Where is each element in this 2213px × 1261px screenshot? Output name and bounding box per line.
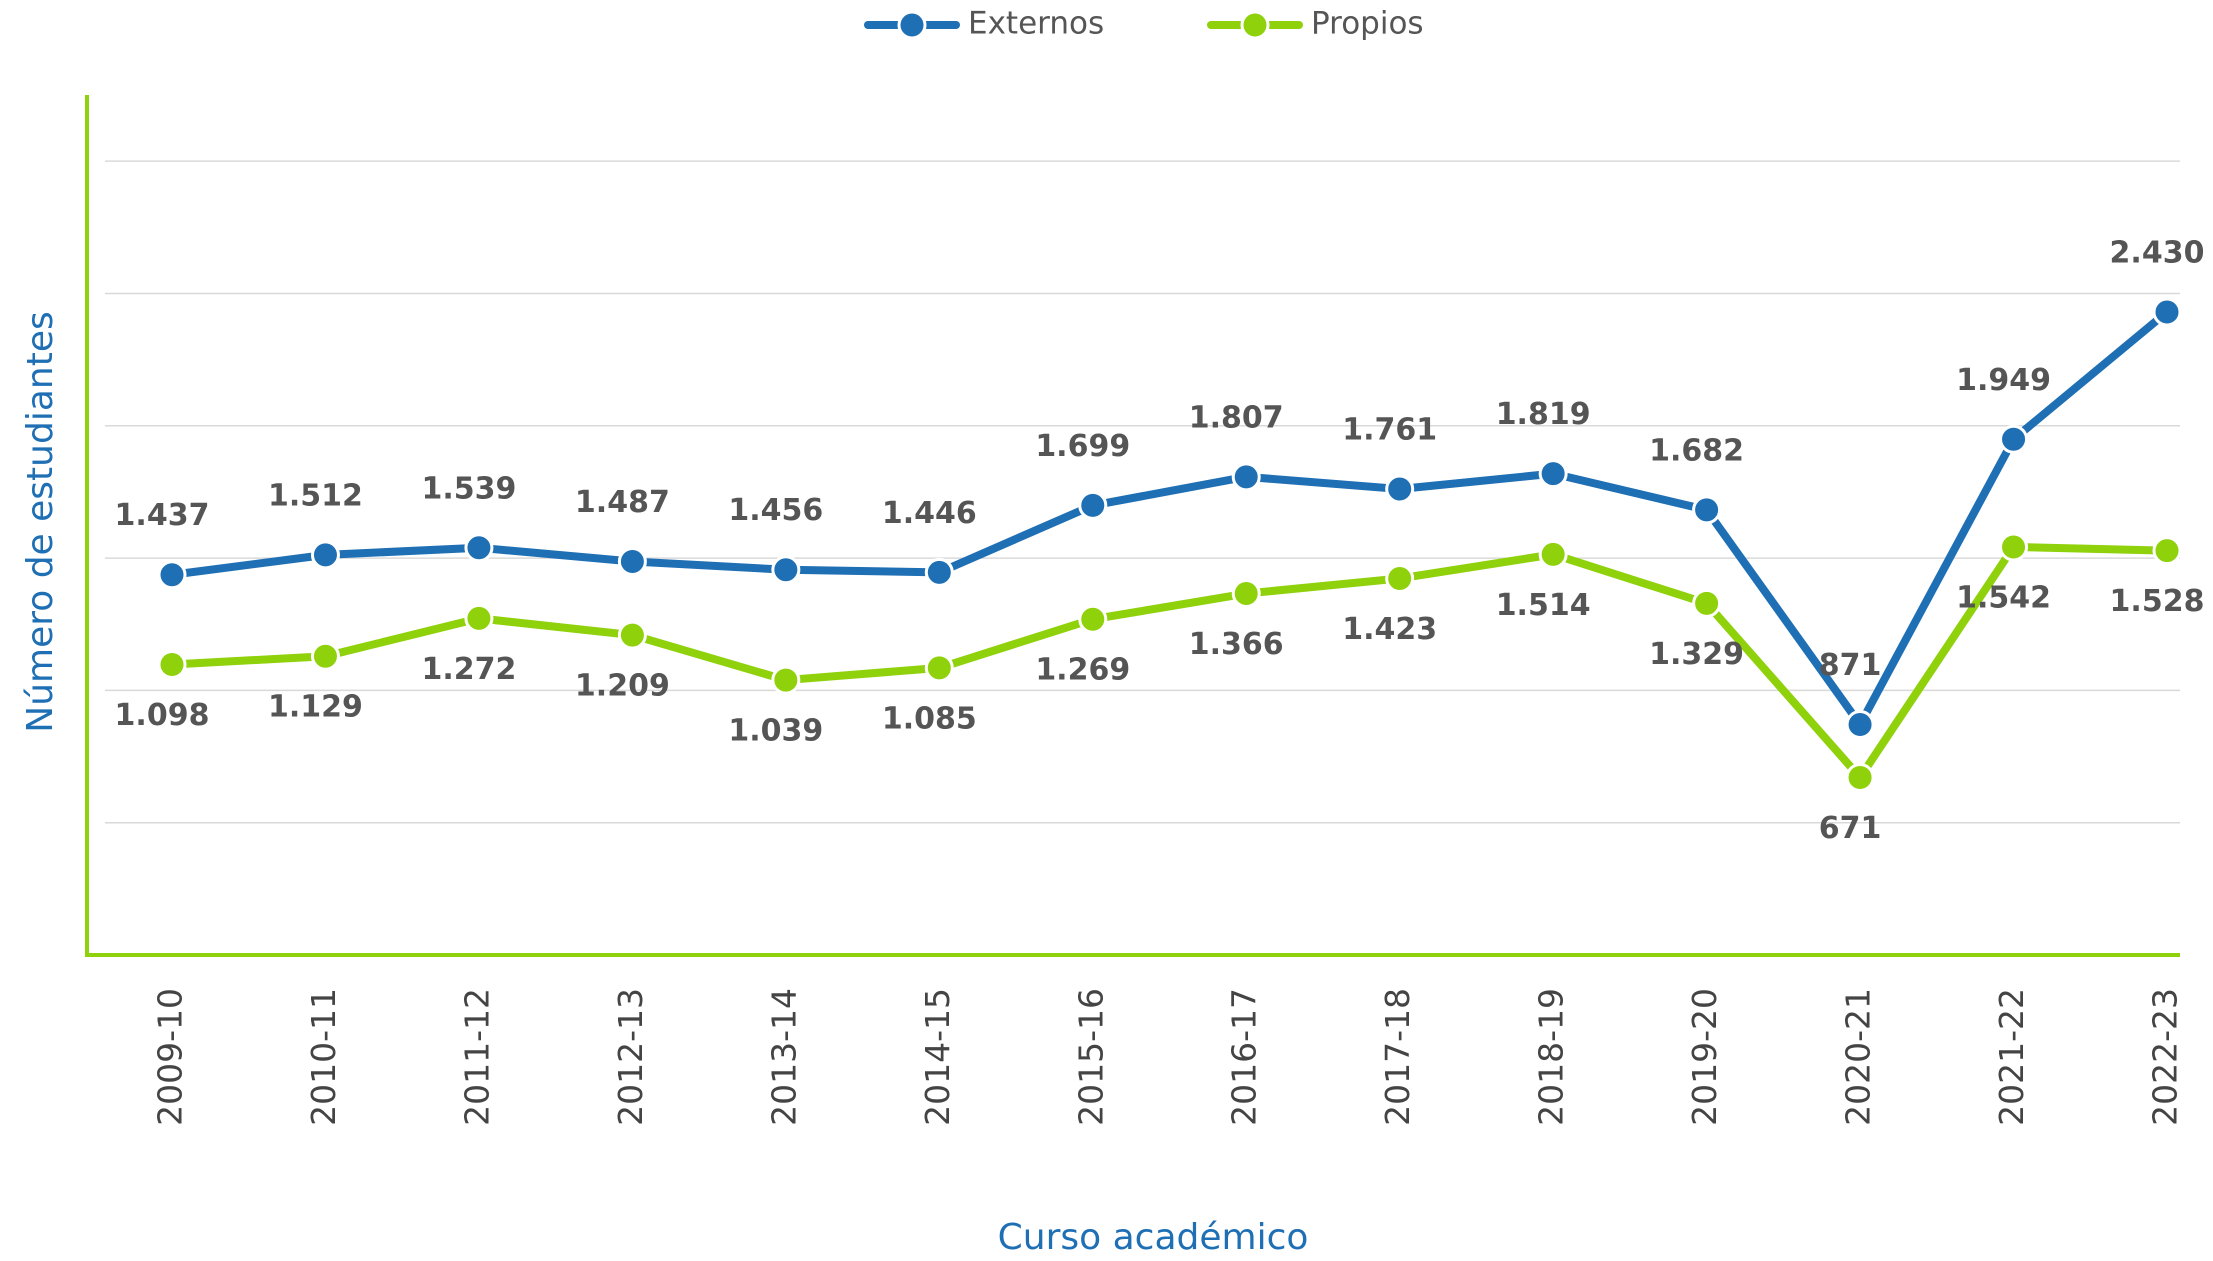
x-axis-title: Curso académico bbox=[998, 1217, 1309, 1258]
point bbox=[1845, 710, 1875, 740]
point bbox=[771, 665, 801, 695]
legend-label: Externos bbox=[968, 6, 1104, 42]
point bbox=[2152, 536, 2182, 566]
point bbox=[1538, 539, 1568, 569]
legend-label: Propios bbox=[1311, 6, 1424, 42]
data-label: 1.819 bbox=[1496, 397, 1591, 432]
legend-marker bbox=[897, 10, 927, 40]
data-label: 1.456 bbox=[728, 493, 823, 528]
x-tick-label: 2009-10 bbox=[151, 988, 190, 1126]
x-tick-label: 2019-20 bbox=[1685, 988, 1724, 1126]
point bbox=[1538, 459, 1568, 489]
point bbox=[2152, 297, 2182, 327]
data-label: 1.699 bbox=[1035, 429, 1130, 464]
data-label: 1.437 bbox=[115, 498, 210, 533]
data-label: 1.528 bbox=[2110, 584, 2205, 619]
data-label: 1.514 bbox=[1496, 588, 1591, 623]
data-label: 1.098 bbox=[115, 698, 210, 733]
data-label: 1.807 bbox=[1189, 400, 1284, 435]
data-label: 1.039 bbox=[728, 714, 823, 749]
x-tick-label: 2014-15 bbox=[918, 988, 957, 1126]
data-label: 1.512 bbox=[268, 478, 363, 513]
y-axis-title: Número de estudiantes bbox=[20, 311, 61, 732]
legend-marker bbox=[1240, 10, 1270, 40]
data-label: 1.209 bbox=[575, 669, 670, 704]
x-tick-label: 2021-22 bbox=[1992, 988, 2031, 1126]
data-label: 1.761 bbox=[1342, 413, 1437, 448]
point bbox=[1385, 563, 1415, 593]
point bbox=[157, 560, 187, 590]
data-label: 871 bbox=[1819, 648, 1882, 683]
data-label: 1.539 bbox=[421, 471, 516, 506]
data-label: 1.269 bbox=[1035, 653, 1130, 688]
point bbox=[1692, 495, 1722, 525]
point bbox=[464, 603, 494, 633]
data-label: 1.682 bbox=[1649, 433, 1744, 468]
point bbox=[1231, 462, 1261, 492]
point bbox=[157, 649, 187, 679]
data-label: 1.329 bbox=[1649, 637, 1744, 672]
x-tick-label: 2018-19 bbox=[1532, 988, 1571, 1126]
point bbox=[464, 533, 494, 563]
x-tick-label: 2013-14 bbox=[764, 988, 803, 1126]
point bbox=[1078, 604, 1108, 634]
x-tick-label: 2015-16 bbox=[1071, 988, 1110, 1126]
data-label: 1.542 bbox=[1956, 580, 2051, 615]
series-line bbox=[171, 542, 2168, 782]
series-line bbox=[171, 308, 2170, 729]
point bbox=[1999, 532, 2029, 562]
point bbox=[924, 557, 954, 587]
point bbox=[310, 641, 340, 671]
point bbox=[1845, 762, 1875, 792]
point bbox=[617, 547, 647, 577]
x-tick-label: 2016-17 bbox=[1225, 988, 1264, 1126]
x-tick-label: 2022-23 bbox=[2146, 988, 2185, 1126]
point bbox=[924, 653, 954, 683]
point bbox=[771, 555, 801, 585]
data-label: 1.423 bbox=[1342, 612, 1437, 647]
data-label: 1.129 bbox=[268, 690, 363, 725]
point bbox=[1692, 588, 1722, 618]
data-label: 1.272 bbox=[421, 652, 516, 687]
point bbox=[310, 540, 340, 570]
data-label: 1.949 bbox=[1956, 363, 2051, 398]
point bbox=[1385, 474, 1415, 504]
data-label: 1.487 bbox=[575, 485, 670, 520]
data-label: 1.085 bbox=[882, 701, 977, 736]
point bbox=[1999, 424, 2029, 454]
point bbox=[1078, 490, 1108, 520]
x-tick-label: 2017-18 bbox=[1378, 988, 1417, 1126]
x-tick-label: 2012-13 bbox=[611, 988, 650, 1126]
x-tick-label: 2020-21 bbox=[1839, 988, 1878, 1126]
point bbox=[617, 620, 647, 650]
point bbox=[1231, 579, 1261, 609]
data-label: 2.430 bbox=[2110, 235, 2205, 270]
x-tick-label: 2011-12 bbox=[457, 988, 496, 1126]
data-label: 1.446 bbox=[882, 496, 977, 531]
data-label: 1.366 bbox=[1189, 627, 1284, 662]
data-label: 671 bbox=[1819, 811, 1882, 846]
x-tick-label: 2010-11 bbox=[304, 988, 343, 1126]
